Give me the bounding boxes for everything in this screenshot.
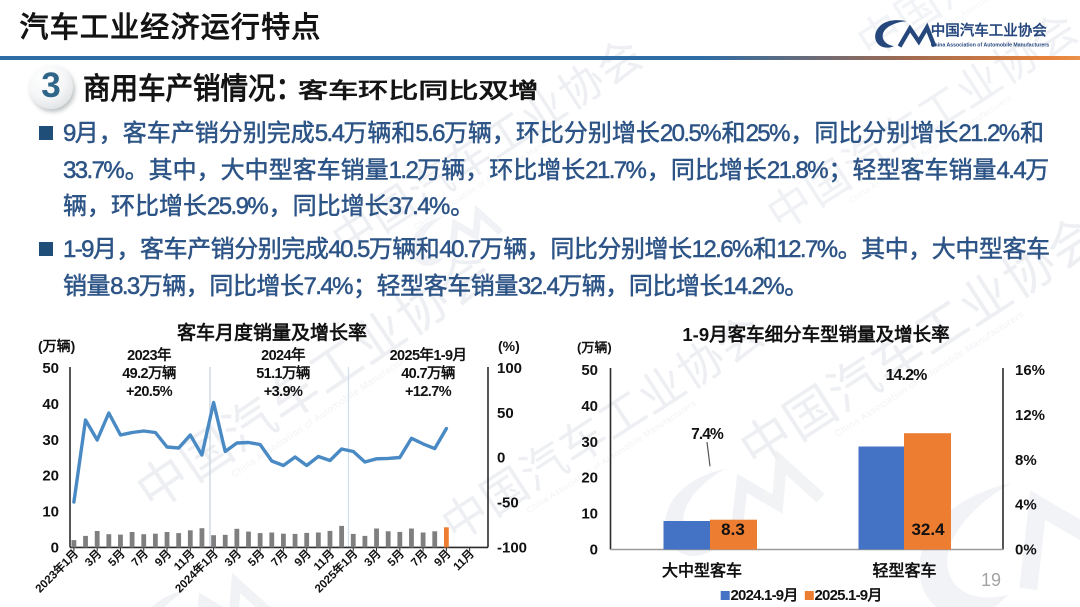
svg-text:49.2万辆: 49.2万辆 — [122, 364, 177, 382]
svg-text:+20.5%: +20.5% — [126, 384, 173, 400]
svg-text:7月: 7月 — [408, 547, 430, 569]
svg-text:0: 0 — [590, 542, 598, 559]
svg-text:12%: 12% — [1015, 407, 1045, 424]
svg-text:2024.1-9月: 2024.1-9月 — [731, 587, 798, 604]
svg-text:2025年1-9月: 2025年1-9月 — [390, 346, 467, 364]
svg-text:0: 0 — [51, 539, 59, 556]
svg-text:50: 50 — [497, 405, 514, 422]
svg-text:5月: 5月 — [245, 547, 267, 569]
svg-text:11月: 11月 — [451, 547, 477, 573]
svg-text:+3.9%: +3.9% — [264, 384, 303, 400]
svg-text:+12.7%: +12.7% — [405, 384, 452, 400]
svg-text:中国汽车工业协会: 中国汽车工业协会 — [931, 22, 1047, 40]
svg-text:大中型客车: 大中型客车 — [662, 561, 742, 580]
svg-text:7.4%: 7.4% — [691, 426, 724, 443]
svg-text:9月: 9月 — [292, 547, 314, 569]
svg-text:10: 10 — [42, 504, 59, 521]
svg-text:9月: 9月 — [432, 547, 454, 569]
svg-text:50: 50 — [42, 360, 59, 377]
svg-text:2023年: 2023年 — [127, 346, 172, 364]
svg-text:China Association of Automobil: China Association of Automobile Manufact… — [931, 43, 1049, 49]
svg-text:2024年: 2024年 — [261, 346, 306, 364]
svg-text:2025.1-9月: 2025.1-9月 — [815, 587, 882, 604]
svg-text:14.2%: 14.2% — [886, 367, 928, 384]
svg-text:4%: 4% — [1015, 497, 1037, 514]
svg-text:40.7万辆: 40.7万辆 — [401, 364, 456, 382]
svg-text:30: 30 — [42, 432, 59, 449]
svg-text:40: 40 — [581, 398, 598, 415]
svg-text:(%): (%) — [498, 338, 520, 354]
svg-text:7月: 7月 — [269, 547, 291, 569]
svg-text:3月: 3月 — [82, 547, 104, 569]
svg-text:9月: 9月 — [152, 547, 174, 569]
svg-text:(万辆): (万辆) — [38, 338, 75, 354]
svg-text:16%: 16% — [1015, 362, 1045, 379]
svg-text:50: 50 — [581, 362, 598, 379]
svg-text:轻型客车: 轻型客车 — [872, 561, 936, 580]
svg-text:3月: 3月 — [362, 547, 384, 569]
svg-text:8%: 8% — [1015, 452, 1037, 469]
svg-text:8.3: 8.3 — [721, 520, 745, 539]
svg-text:3月: 3月 — [222, 547, 244, 569]
svg-text:40: 40 — [42, 396, 59, 413]
svg-text:100: 100 — [497, 360, 522, 377]
svg-text:30: 30 — [581, 434, 598, 451]
svg-text:32.4: 32.4 — [911, 520, 945, 539]
svg-text:10: 10 — [581, 506, 598, 523]
svg-text:0%: 0% — [1015, 542, 1037, 559]
svg-text:-100: -100 — [497, 539, 527, 556]
svg-text:(万辆): (万辆) — [577, 340, 612, 355]
svg-text:7月: 7月 — [129, 547, 151, 569]
svg-text:20: 20 — [42, 468, 59, 485]
svg-text:20: 20 — [581, 470, 598, 487]
svg-text:1-9月客车细分车型销量及增长率: 1-9月客车细分车型销量及增长率 — [682, 324, 949, 345]
svg-text:5月: 5月 — [106, 547, 128, 569]
svg-text:0: 0 — [497, 450, 505, 467]
svg-text:客车月度销量及增长率: 客车月度销量及增长率 — [177, 321, 367, 344]
svg-text:51.1万辆: 51.1万辆 — [256, 364, 311, 382]
svg-text:-50: -50 — [497, 495, 519, 512]
svg-text:5月: 5月 — [385, 547, 407, 569]
